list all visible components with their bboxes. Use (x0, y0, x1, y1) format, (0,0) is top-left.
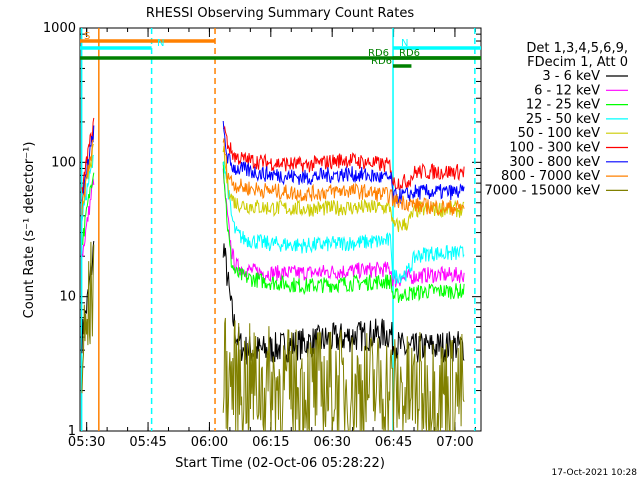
state-bar-label: N (157, 38, 164, 49)
x-tick-label: 06:15 (252, 435, 289, 450)
series-line (223, 125, 465, 192)
legend-entry: 100 - 300 keV (509, 141, 600, 156)
axis-ticks: 1 10 100 1000 05:30 05:45 06:00 06:15 06:30 06:45… (43, 21, 481, 450)
plot-frame (79, 27, 482, 432)
legend-entry: 7000 - 15000 keV (485, 183, 601, 198)
legend-entry: 3 - 6 keV (542, 69, 600, 84)
state-bar-label: N (401, 38, 408, 49)
legend-entry: 800 - 7000 keV (501, 169, 600, 184)
series-line (222, 317, 465, 431)
y-tick-label: 10 (59, 290, 76, 305)
y-tick-label: 100 (51, 155, 76, 170)
y-axis-label: Count Rate (s⁻¹ detector⁻¹) (22, 142, 37, 319)
series-line (222, 161, 465, 285)
series-line (222, 145, 465, 233)
legend-header: Det 1,3,4,5,6,9, (526, 41, 628, 56)
vertical-markers (80, 28, 476, 431)
legend-entry: 25 - 50 keV (526, 112, 600, 127)
series-line (222, 243, 465, 365)
series-line (222, 168, 465, 288)
x-tick-label: 06:45 (375, 435, 412, 450)
x-tick-label: 06:00 (191, 435, 228, 450)
x-axis-label: Start Time (02-Oct-06 05:28:22) (175, 456, 385, 471)
series-line (81, 241, 95, 394)
state-bar-label: RD6 (399, 48, 420, 59)
series-line (222, 162, 465, 303)
x-tick-label: 05:45 (129, 435, 166, 450)
state-bar-label: S (84, 31, 90, 42)
y-tick-label: 1 (68, 424, 76, 439)
legend-entry: 50 - 100 keV (518, 126, 601, 141)
footer-timestamp: 17-Oct-2021 10:28 (552, 468, 638, 478)
legend-header: FDecim 1, Att 0 (527, 55, 628, 70)
y-tick-label: 1000 (43, 21, 76, 36)
series-line (81, 172, 95, 245)
x-tick-label: 07:00 (436, 435, 473, 450)
x-tick-label: 06:30 (313, 435, 350, 450)
series-line (222, 138, 465, 216)
series-line (81, 125, 95, 202)
chart-title: RHESSI Observing Summary Count Rates (146, 6, 415, 21)
legend: Det 1,3,4,5,6,9,FDecim 1, Att 03 - 6 keV… (485, 41, 628, 198)
series-lines (81, 117, 465, 431)
series-line (81, 139, 95, 216)
series-line (81, 117, 95, 194)
series-line (222, 120, 465, 204)
state-bar-label: RD6 (368, 48, 389, 59)
state-bar-label: RD6 (371, 56, 392, 67)
series-line (81, 143, 95, 210)
legend-entry: 6 - 12 keV (534, 83, 600, 98)
legend-entry: 12 - 25 keV (526, 98, 600, 113)
legend-entry: 300 - 800 keV (509, 155, 600, 170)
x-tick-label: 05:30 (68, 435, 105, 450)
